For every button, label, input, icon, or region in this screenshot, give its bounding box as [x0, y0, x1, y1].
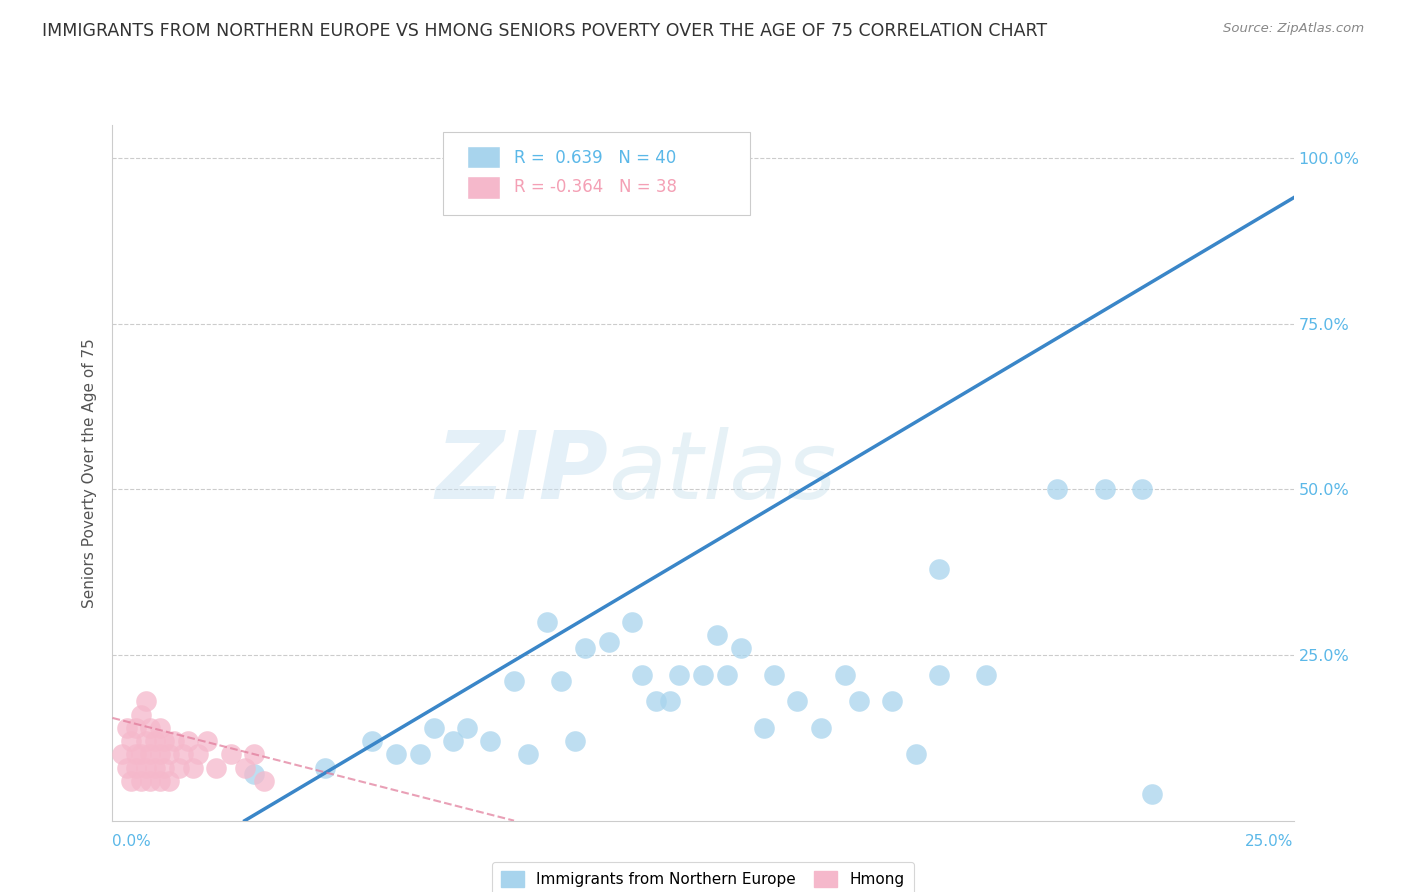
Point: [503, 674, 526, 689]
Point: [181, 761, 204, 775]
Bar: [467, 145, 501, 168]
Point: [928, 562, 950, 576]
Point: [219, 747, 242, 762]
Point: [157, 773, 180, 788]
Text: 0.0%: 0.0%: [112, 834, 152, 849]
Point: [135, 734, 157, 748]
Point: [564, 734, 586, 748]
Point: [644, 694, 666, 708]
Point: [880, 694, 903, 708]
Point: [408, 747, 430, 762]
Legend: Immigrants from Northern Europe, Hmong: Immigrants from Northern Europe, Hmong: [492, 863, 914, 892]
Point: [550, 674, 572, 689]
Point: [139, 773, 162, 788]
Point: [186, 747, 208, 762]
Bar: [467, 177, 501, 199]
Point: [706, 628, 728, 642]
Point: [692, 668, 714, 682]
Point: [139, 721, 162, 735]
Point: [129, 707, 152, 722]
Point: [153, 761, 176, 775]
Point: [125, 747, 148, 762]
Point: [143, 761, 166, 775]
Point: [1094, 483, 1116, 497]
Point: [120, 734, 142, 748]
Point: [129, 773, 152, 788]
Point: [167, 761, 190, 775]
Point: [153, 734, 176, 748]
Point: [205, 761, 228, 775]
Point: [385, 747, 408, 762]
Point: [1046, 483, 1069, 497]
Point: [195, 734, 218, 748]
Point: [149, 721, 172, 735]
Point: [630, 668, 652, 682]
Point: [129, 747, 152, 762]
Point: [762, 668, 785, 682]
Point: [120, 773, 142, 788]
Point: [143, 734, 166, 748]
Point: [314, 761, 336, 775]
Point: [172, 747, 194, 762]
Point: [668, 668, 690, 682]
Point: [658, 694, 681, 708]
Point: [621, 615, 644, 629]
Point: [1130, 483, 1153, 497]
FancyBboxPatch shape: [443, 132, 751, 215]
Point: [574, 641, 596, 656]
Point: [125, 761, 148, 775]
Point: [139, 747, 162, 762]
Point: [456, 721, 478, 735]
Point: [848, 694, 870, 708]
Point: [233, 761, 256, 775]
Point: [479, 734, 502, 748]
Point: [253, 773, 276, 788]
Point: [135, 761, 157, 775]
Point: [149, 773, 172, 788]
Point: [111, 747, 134, 762]
Point: [422, 721, 444, 735]
Point: [441, 734, 464, 748]
Point: [716, 668, 738, 682]
Y-axis label: Seniors Poverty Over the Age of 75: Seniors Poverty Over the Age of 75: [82, 338, 97, 607]
Point: [149, 747, 172, 762]
Point: [928, 668, 950, 682]
Point: [243, 767, 266, 781]
Text: Source: ZipAtlas.com: Source: ZipAtlas.com: [1223, 22, 1364, 36]
Point: [125, 721, 148, 735]
Point: [115, 721, 138, 735]
Point: [517, 747, 540, 762]
Text: R = -0.364   N = 38: R = -0.364 N = 38: [515, 178, 678, 196]
Text: 25.0%: 25.0%: [1246, 834, 1294, 849]
Text: atlas: atlas: [609, 427, 837, 518]
Point: [135, 694, 157, 708]
Text: ZIP: ZIP: [436, 426, 609, 519]
Point: [361, 734, 384, 748]
Point: [1140, 787, 1163, 801]
Point: [536, 615, 558, 629]
Point: [157, 747, 180, 762]
Point: [163, 734, 186, 748]
Point: [834, 668, 856, 682]
Point: [177, 734, 200, 748]
Point: [754, 721, 776, 735]
Text: R =  0.639   N = 40: R = 0.639 N = 40: [515, 149, 676, 167]
Point: [786, 694, 808, 708]
Text: IMMIGRANTS FROM NORTHERN EUROPE VS HMONG SENIORS POVERTY OVER THE AGE OF 75 CORR: IMMIGRANTS FROM NORTHERN EUROPE VS HMONG…: [42, 22, 1047, 40]
Point: [976, 668, 998, 682]
Point: [598, 634, 620, 648]
Point: [810, 721, 832, 735]
Point: [730, 641, 752, 656]
Point: [243, 747, 266, 762]
Point: [904, 747, 927, 762]
Point: [115, 761, 138, 775]
